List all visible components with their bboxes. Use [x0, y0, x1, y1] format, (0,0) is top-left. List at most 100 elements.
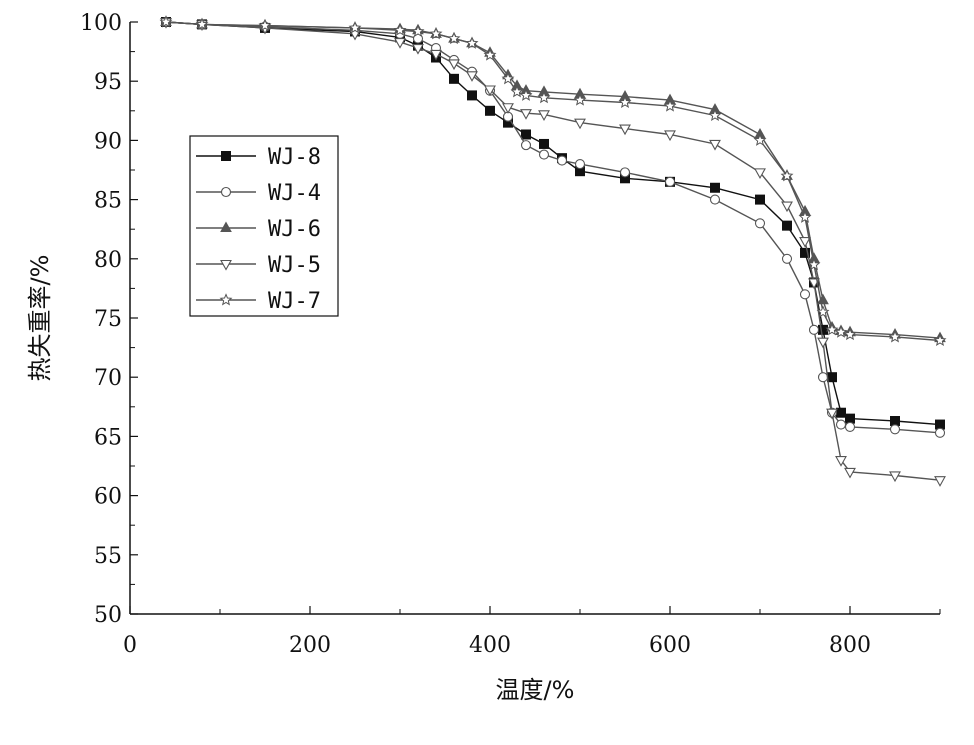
data-point	[934, 476, 946, 487]
data-point	[573, 93, 587, 106]
data-point	[709, 194, 721, 205]
data-point	[827, 372, 837, 383]
data-point	[483, 48, 497, 61]
data-point	[807, 257, 821, 271]
legend-item: WJ-8	[196, 145, 321, 170]
data-point	[835, 419, 847, 430]
data-point	[465, 36, 479, 49]
data-point	[258, 18, 272, 32]
data-point	[574, 159, 586, 170]
data-point	[755, 194, 765, 205]
series-line	[165, 21, 941, 339]
data-point	[800, 247, 810, 258]
y-tick-label: 65	[94, 425, 122, 450]
legend-marker	[220, 221, 232, 232]
series-layer	[159, 15, 947, 487]
data-point	[826, 408, 838, 420]
data-point	[484, 85, 496, 97]
series-wj-7	[159, 15, 947, 347]
y-tick-label: 90	[94, 129, 122, 154]
data-point	[466, 71, 478, 82]
data-point	[519, 88, 533, 101]
y-tick-label: 80	[94, 248, 122, 273]
data-point	[348, 21, 362, 34]
data-point	[538, 149, 550, 160]
data-point	[888, 330, 902, 343]
data-point	[539, 138, 549, 149]
data-point	[619, 124, 631, 136]
legend-item: WJ-6	[196, 217, 321, 242]
data-point	[520, 140, 532, 151]
y-tick-label: 75	[94, 307, 122, 332]
legend-item: WJ-4	[196, 181, 321, 206]
data-point	[449, 73, 459, 84]
data-point	[502, 103, 514, 114]
legend-label: WJ-7	[268, 289, 321, 314]
y-axis-title: 热失重率/%	[26, 255, 54, 382]
x-axis-title: 温度/%	[496, 676, 575, 704]
data-point	[935, 419, 945, 430]
data-point	[159, 15, 173, 28]
data-point	[808, 324, 820, 335]
data-point	[934, 427, 946, 438]
data-point	[798, 210, 812, 223]
data-point	[537, 90, 551, 104]
data-point	[448, 59, 460, 71]
data-point	[393, 23, 407, 36]
data-point	[844, 467, 856, 479]
series-line	[165, 21, 941, 342]
y-tick-label: 95	[94, 70, 122, 95]
legend-label: WJ-6	[268, 217, 321, 242]
y-tick-label: 60	[94, 485, 122, 510]
plot-frame	[129, 22, 940, 615]
data-point	[521, 129, 531, 140]
data-point	[754, 168, 766, 180]
data-point	[782, 220, 792, 231]
data-point	[467, 90, 477, 101]
data-point	[889, 424, 901, 435]
data-point	[843, 327, 857, 341]
data-point	[825, 323, 839, 336]
series-line	[165, 21, 941, 434]
data-point	[520, 109, 532, 120]
data-point	[710, 182, 720, 193]
data-point	[195, 17, 209, 30]
data-point	[889, 471, 901, 483]
y-tick-label: 100	[80, 11, 122, 36]
x-tick-label: 0	[123, 633, 137, 658]
legend-label: WJ-4	[268, 181, 321, 206]
data-point	[780, 169, 794, 182]
legend: WJ-8 WJ-4 WJ-6 WJ-5 WJ-7	[189, 135, 339, 317]
series-line	[165, 21, 941, 426]
y-tick-label: 85	[94, 189, 122, 214]
data-point	[447, 31, 461, 45]
legend-item: WJ-5	[196, 253, 321, 278]
data-point	[781, 201, 793, 213]
data-point	[538, 110, 550, 121]
y-tick-label: 70	[94, 366, 122, 391]
legend-label: WJ-5	[268, 253, 321, 278]
data-point	[817, 337, 829, 349]
legend-marker	[221, 151, 231, 161]
data-point	[818, 324, 828, 335]
data-point	[664, 130, 676, 142]
data-point	[817, 372, 829, 383]
data-point	[844, 421, 856, 432]
data-point	[836, 407, 846, 418]
y-axis: 50 55 60 65 70 75 80 85 90 95 100	[80, 11, 138, 628]
data-point	[754, 218, 766, 229]
data-point	[501, 72, 515, 85]
data-point	[574, 118, 586, 130]
y-tick-label: 50	[94, 603, 122, 628]
data-point	[429, 27, 443, 40]
x-tick-label: 400	[469, 633, 511, 658]
data-point	[663, 99, 677, 112]
data-point	[835, 456, 847, 467]
x-tick-label: 600	[649, 633, 691, 658]
data-point	[845, 413, 855, 424]
data-point	[933, 333, 947, 347]
data-point	[890, 416, 900, 427]
data-point	[394, 38, 406, 49]
data-point	[708, 108, 722, 122]
legend-marker	[220, 259, 232, 271]
